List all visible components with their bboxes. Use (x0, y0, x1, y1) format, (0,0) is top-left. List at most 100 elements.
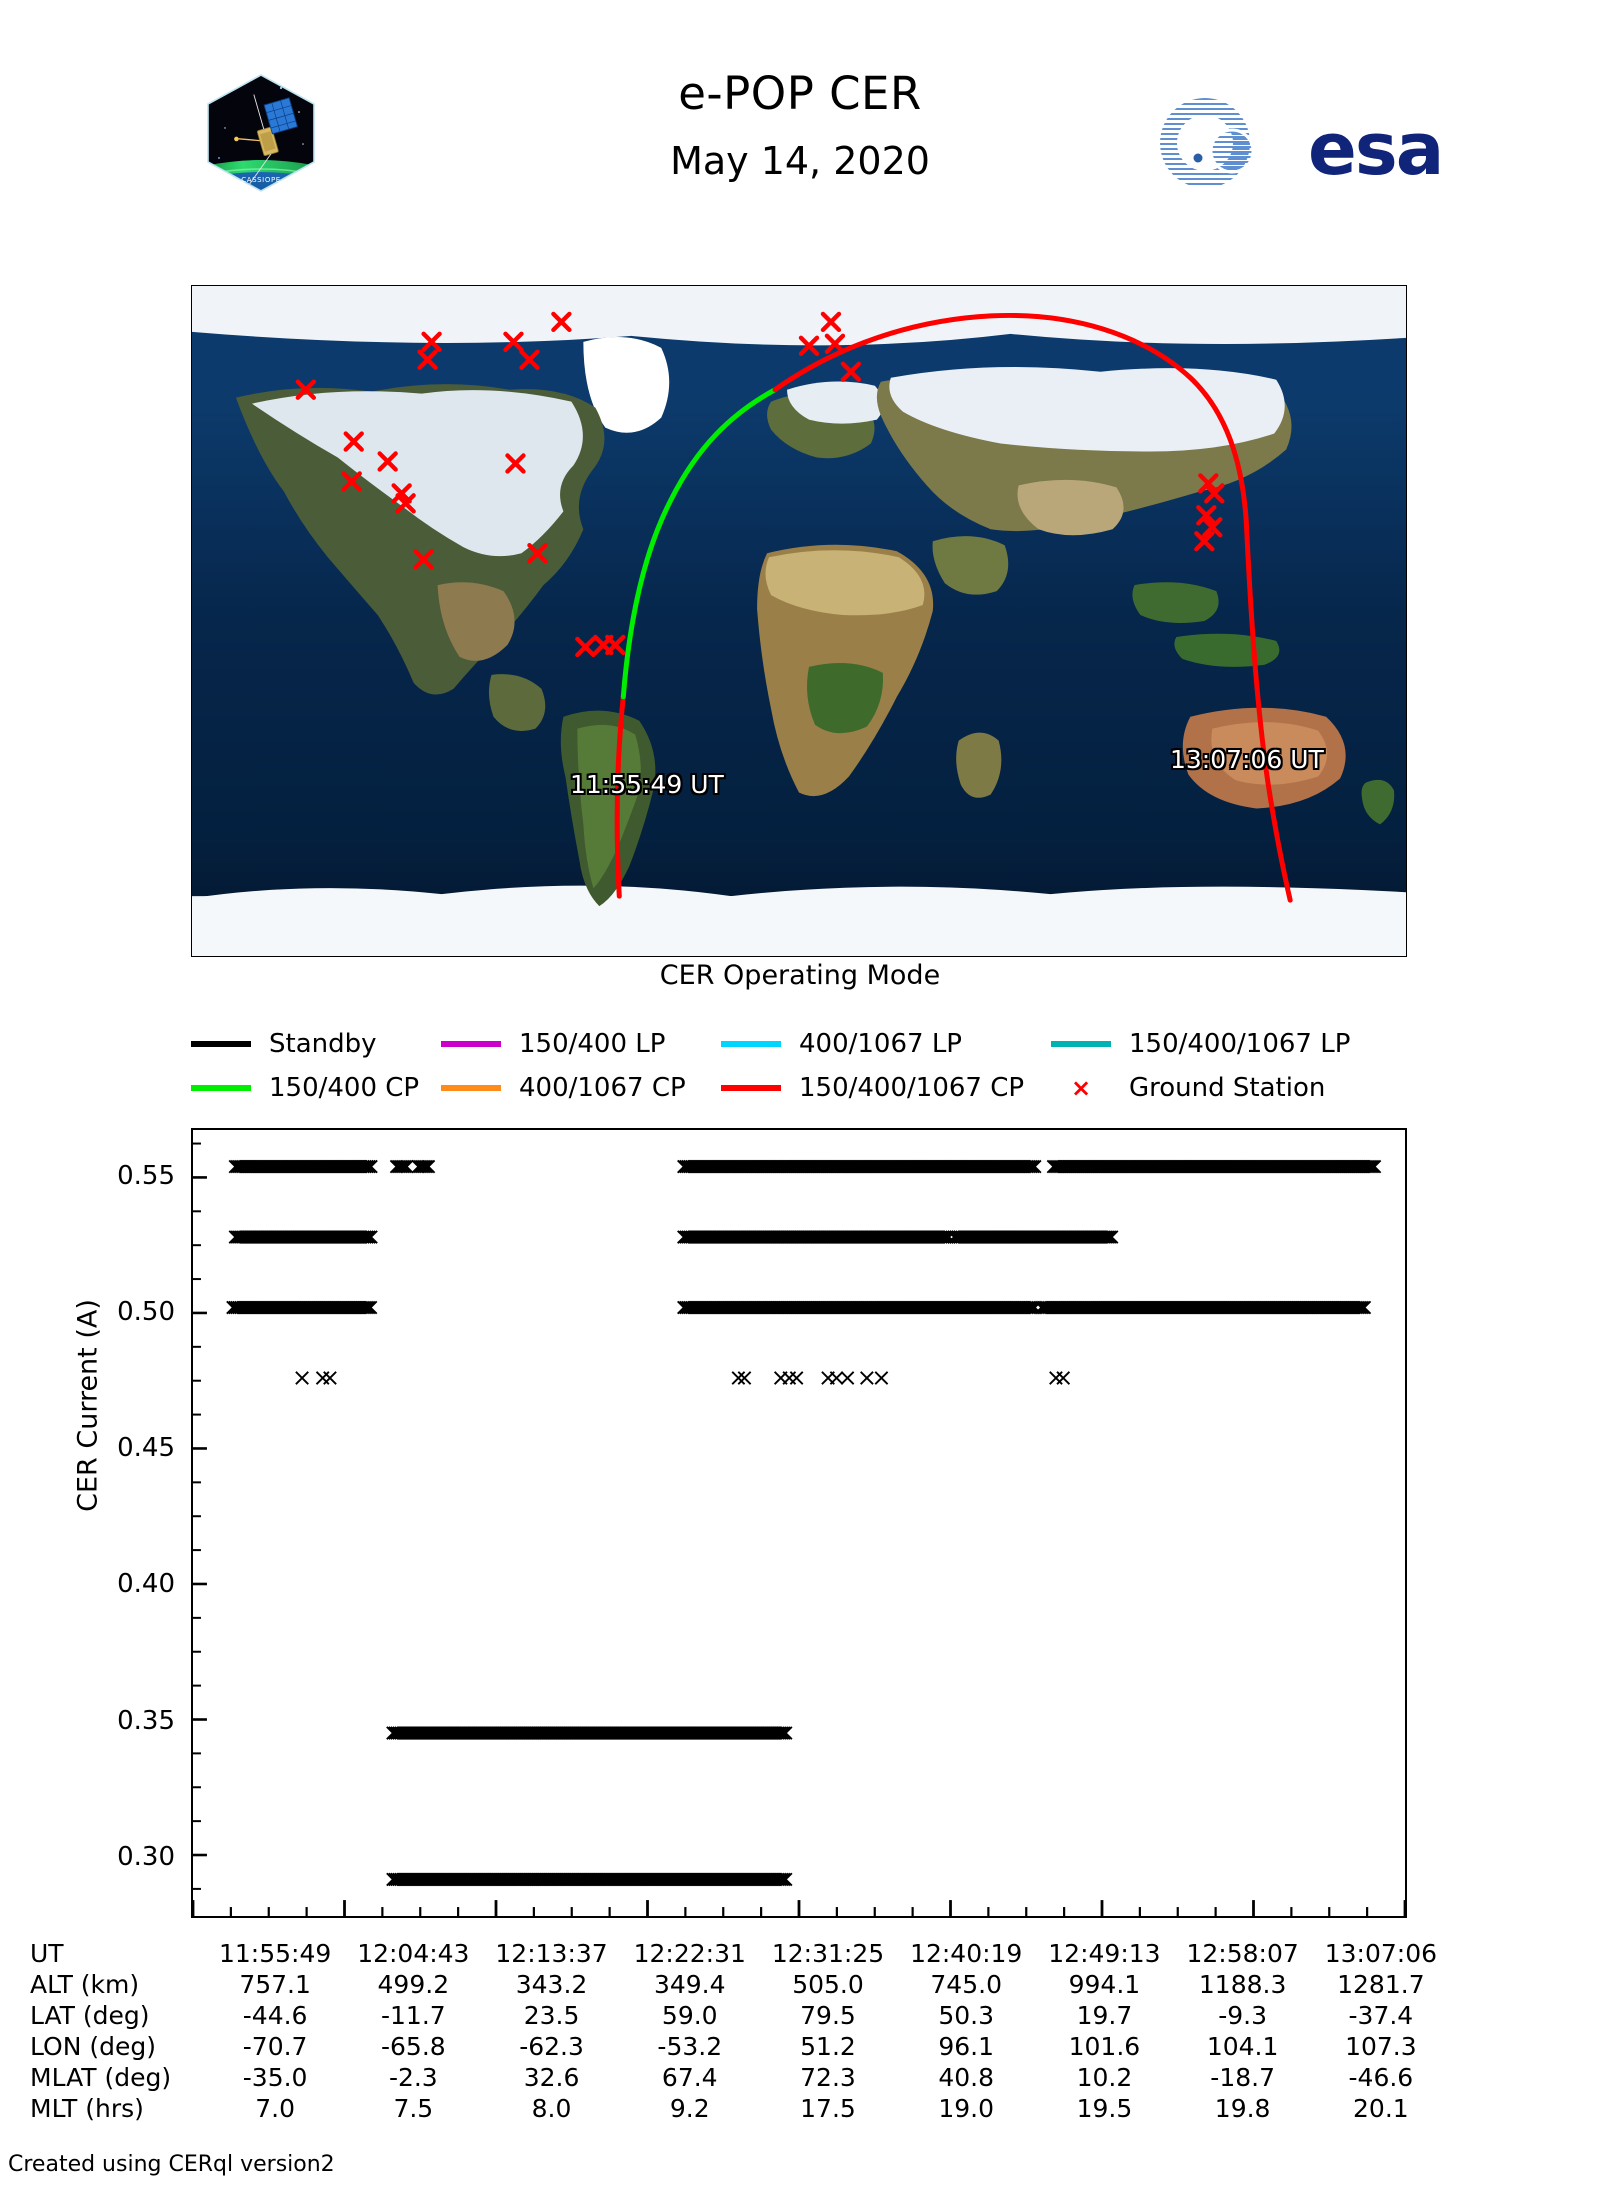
table-row-label: ALT (km) (30, 1970, 140, 1999)
data-marker (936, 1230, 950, 1244)
table-cell: 12:40:19 (910, 1939, 1023, 1968)
data-marker (421, 1159, 436, 1174)
data-marker (358, 1159, 372, 1174)
data-marker (1102, 1230, 1117, 1244)
table-row: UT 11:55:49 12:04:43 12:13:37 12:22:31 12:31:… (30, 1938, 1450, 1969)
data-marker (395, 1159, 410, 1174)
ground-station-marker (605, 634, 626, 656)
data-marker (1104, 1230, 1119, 1244)
data-marker (860, 1371, 874, 1385)
table-cell: 12:58:07 (1186, 1939, 1299, 1968)
page-date: May 14, 2020 (670, 139, 930, 183)
table-cell: 96.1 (938, 2032, 995, 2061)
footer-credit: Created using CERql version2 (8, 2152, 335, 2177)
arabia-india (932, 536, 1009, 595)
track-segment-red-top (772, 312, 1249, 524)
table-cell: 12:31:25 (771, 1939, 885, 1968)
table-cell: -65.8 (380, 2032, 446, 2061)
data-markers (226, 1159, 1382, 1887)
table-cell: -2.3 (388, 2063, 438, 2092)
table-cell: 10.2 (1076, 2063, 1133, 2092)
legend-item-ground-station: × Ground Station (1051, 1073, 1325, 1103)
legend-row-1: Standby 150/400 LP 400/1067 LP 150/400/1… (191, 1022, 1451, 1066)
ground-station-marker (417, 349, 438, 370)
table-cell: -44.6 (242, 2001, 308, 2030)
cassiope-logo-caption: CASSIOPE (241, 176, 281, 184)
table-cell: 757.1 (239, 1970, 311, 1999)
y-tick-label: 0.30 (117, 1841, 175, 1872)
ground-station-marker (395, 493, 416, 514)
legend-item-400-1067-cp: 400/1067 CP (441, 1073, 721, 1103)
data-marker (1025, 1159, 1040, 1174)
data-marker (362, 1159, 376, 1174)
table-cell: 17.5 (800, 2094, 856, 2123)
legend-swatch-standby (191, 1041, 251, 1047)
legend-title: CER Operating Mode (659, 960, 941, 991)
scandinavia-snow (787, 381, 884, 424)
southeast-asia (1132, 582, 1219, 623)
legend-label-150-400-1067-cp: 150/400/1067 CP (799, 1073, 1025, 1103)
legend: Standby 150/400 LP 400/1067 LP 150/400/1… (191, 1022, 1451, 1110)
ground-station-marker (1204, 483, 1225, 504)
legend-swatch-150-400-1067-lp (1051, 1041, 1111, 1047)
data-marker (417, 1159, 432, 1174)
data-marker (360, 1159, 374, 1174)
table-cell: 59.0 (661, 2001, 718, 2030)
table-row: LAT (deg) -44.6 -11.7 23.5 59.0 79.5 50.3 19.7 -… (30, 2000, 1450, 2031)
data-marker (415, 1159, 430, 1174)
track-end-time-label: 13:07:06 UT (1170, 745, 1324, 774)
legend-item-150-400-1067-cp: 150/400/1067 CP (721, 1073, 1051, 1103)
table-cell: 1281.7 (1337, 1970, 1425, 1999)
y-tick-label: 0.35 (117, 1705, 175, 1736)
data-marker (1023, 1159, 1038, 1174)
ground-station-marker (820, 311, 842, 333)
australia-outback (1211, 722, 1328, 785)
table-cell: 79.5 (800, 2001, 856, 2030)
data-marker (323, 1371, 337, 1385)
table-cell: 8.0 (531, 2094, 572, 2123)
data-marker (363, 1300, 378, 1315)
legend-item-standby: Standby (191, 1029, 441, 1059)
data-marker (364, 1159, 378, 1174)
ephemeris-table: UT 11:55:49 12:04:43 12:13:37 12:22:31 12:31:… (30, 1938, 1450, 2124)
y-tick-label: 0.55 (117, 1160, 175, 1191)
legend-label-150-400-cp: 150/400 CP (269, 1073, 420, 1103)
data-marker (361, 1300, 376, 1315)
ground-station-marker (391, 483, 412, 504)
ground-station-marker (1196, 505, 1217, 526)
table-cell: 19.7 (1076, 2001, 1133, 2030)
ground-station-marker (341, 471, 362, 492)
legend-label-400-1067-lp: 400/1067 LP (799, 1029, 962, 1059)
ground-station-marker (1198, 473, 1219, 494)
legend-swatch-150-400-cp (191, 1085, 251, 1091)
ground-station-marker (377, 451, 398, 472)
data-marker (789, 1371, 804, 1385)
data-marker (772, 1726, 787, 1740)
data-marker (776, 1726, 791, 1740)
data-marker (364, 1230, 378, 1244)
table-cell: 1188.3 (1198, 1970, 1287, 1999)
data-marker (731, 1371, 746, 1385)
table-cell: 12:49:13 (1048, 1939, 1161, 1968)
table-cell: 349.4 (653, 1970, 726, 1999)
table-cell: 12:13:37 (495, 1939, 608, 1968)
table-cell: -11.7 (380, 2001, 446, 2030)
data-marker (774, 1726, 789, 1740)
legend-swatch-150-400-lp (441, 1041, 501, 1047)
map-svg (192, 286, 1406, 956)
table-cell: -37.4 (1348, 2001, 1414, 2030)
data-marker (829, 1371, 844, 1385)
table-cell: 72.3 (800, 2063, 856, 2092)
antarctica-coast (192, 885, 1406, 956)
data-marker (778, 1872, 793, 1887)
siberia-snow (889, 366, 1285, 452)
table-cell: 994.1 (1068, 1970, 1141, 1999)
ground-station-markers (295, 311, 1225, 658)
table-cell: 19.0 (938, 2094, 995, 2123)
legend-label-150-400-1067-lp: 150/400/1067 LP (1129, 1029, 1351, 1059)
table-cell: 499.2 (377, 1970, 450, 1999)
ground-station-marker (421, 331, 442, 353)
legend-item-400-1067-lp: 400/1067 LP (721, 1029, 1051, 1059)
data-marker (1098, 1230, 1113, 1244)
data-marker (315, 1371, 330, 1385)
